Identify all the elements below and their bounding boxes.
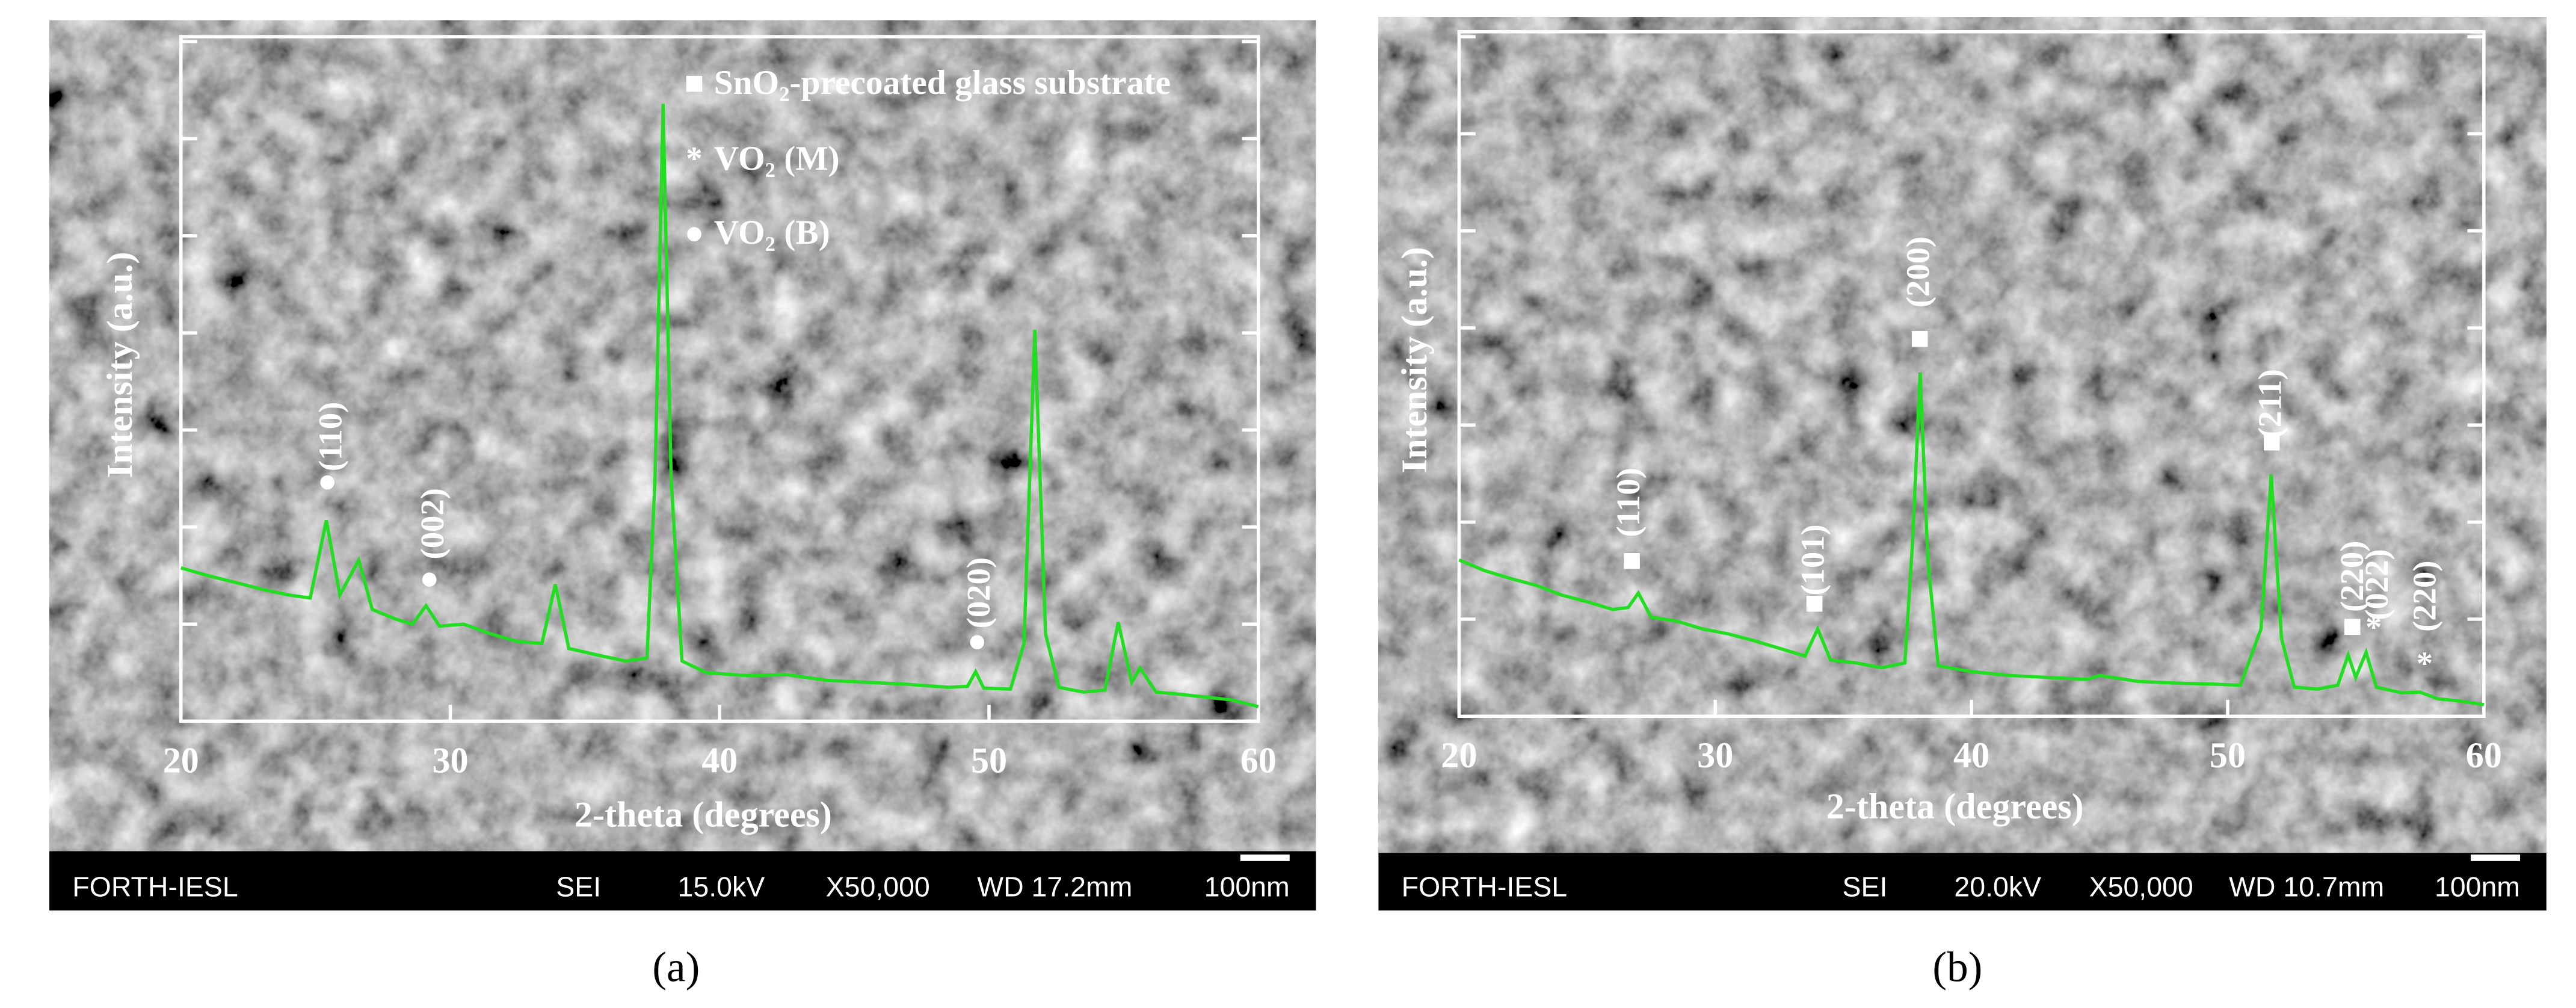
peak-marker: ■ [1909, 319, 1929, 356]
x-tick-label: 40 [1953, 735, 1989, 776]
x-tick-label: 20 [1441, 735, 1477, 776]
legend-marker: * [686, 140, 702, 176]
peak-label: (220) [2334, 541, 2370, 612]
sem-texture [1378, 17, 2547, 853]
info-bar [1378, 853, 2547, 911]
peak-marker: ■ [2343, 607, 2362, 644]
sem-info: FORTH-IESL [1402, 871, 1567, 903]
peak-label: (022) [2358, 549, 2395, 620]
sem-info: FORTH-IESL [72, 871, 238, 903]
peak-label: (101) [1794, 524, 1831, 595]
peak-marker: ■ [1804, 584, 1824, 621]
legend-marker: ■ [684, 64, 704, 101]
sem-info: 100nm [1204, 871, 1290, 903]
sem-info: X50,000 [2089, 871, 2193, 903]
peak-marker: ● [967, 622, 987, 658]
peak-label: (200) [1899, 237, 1936, 308]
x-tick-label: 30 [1697, 735, 1733, 776]
sem-info: SEI [1842, 871, 1887, 903]
sem-info: X50,000 [826, 871, 930, 903]
x-tick-label: 40 [701, 740, 738, 781]
sem-info: WD 17.2mm [977, 871, 1132, 903]
xrd-line [1458, 372, 2485, 707]
scale-bar [2471, 854, 2521, 861]
x-axis-label: 2-theta (degrees) [1826, 787, 2084, 827]
legend-label: VO₂ (M) [714, 140, 840, 178]
sem-info: WD 10.7mm [2229, 871, 2384, 903]
panel-label: (b) [1932, 944, 1982, 991]
y-axis-label: Intensity (a.u.) [100, 252, 140, 478]
peak-marker: * [2417, 645, 2433, 682]
sem-texture [49, 20, 1316, 852]
info-bar [49, 851, 1316, 911]
peak-marker: * [2365, 609, 2382, 646]
peak-label: (220) [2406, 560, 2442, 631]
peak-label: (002) [414, 488, 451, 559]
sem-info: 20.0kV [1954, 871, 2041, 903]
sem-info: SEI [556, 871, 601, 903]
peak-label: (020) [960, 557, 997, 628]
x-tick-label: 20 [163, 740, 199, 781]
x-tick-label: 60 [1240, 740, 1277, 781]
legend-label: VO₂ (B) [714, 214, 830, 252]
xrd-line [180, 104, 1259, 708]
x-tick-label: 50 [971, 740, 1007, 781]
panel-label: (a) [652, 944, 700, 991]
sem-info: 100nm [2435, 871, 2520, 903]
scale-bar [1240, 854, 1290, 861]
peak-marker: ■ [1622, 541, 1642, 578]
peak-label: (110) [1610, 468, 1647, 537]
peak-marker: ● [419, 560, 439, 596]
x-tick-label: 30 [432, 740, 468, 781]
x-axis-label: 2-theta (degrees) [575, 795, 832, 835]
peak-marker: ■ [2262, 423, 2282, 460]
peak-marker: ● [318, 462, 337, 499]
x-tick-label: 50 [2210, 735, 2246, 776]
legend-marker: ● [684, 214, 704, 250]
peak-label: (211) [2251, 369, 2288, 438]
legend-label: SnO₂-precoated glass substrate [714, 64, 1171, 102]
sem-info: 15.0kV [678, 871, 765, 903]
peak-label: (110) [312, 402, 349, 471]
x-tick-label: 60 [2466, 735, 2502, 776]
y-axis-label: Intensity (a.u.) [1394, 247, 1435, 473]
